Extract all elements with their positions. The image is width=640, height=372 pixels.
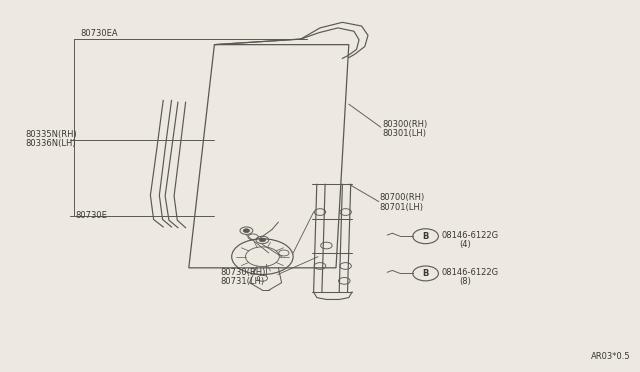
- Text: AR03*0.5: AR03*0.5: [591, 352, 630, 361]
- Text: (4): (4): [460, 240, 471, 249]
- Text: 80336N(LH): 80336N(LH): [26, 140, 76, 148]
- Text: (8): (8): [460, 277, 472, 286]
- Text: 80730(RH): 80730(RH): [221, 268, 266, 277]
- Text: 80731(LH): 80731(LH): [221, 277, 265, 286]
- Text: B: B: [422, 232, 429, 241]
- Circle shape: [243, 229, 250, 232]
- Text: B: B: [422, 269, 429, 278]
- Text: 80700(RH): 80700(RH): [379, 193, 424, 202]
- Text: 80730EA: 80730EA: [80, 29, 118, 38]
- Text: 08146-6122G: 08146-6122G: [442, 231, 499, 240]
- Text: 08146-6122G: 08146-6122G: [442, 268, 499, 277]
- Text: 80300(RH): 80300(RH): [382, 120, 428, 129]
- Text: 80335N(RH): 80335N(RH): [26, 130, 77, 139]
- Text: 80301(LH): 80301(LH): [382, 129, 426, 138]
- Text: 80701(LH): 80701(LH): [379, 203, 423, 212]
- Text: 80730E: 80730E: [76, 211, 108, 220]
- Circle shape: [259, 238, 266, 242]
